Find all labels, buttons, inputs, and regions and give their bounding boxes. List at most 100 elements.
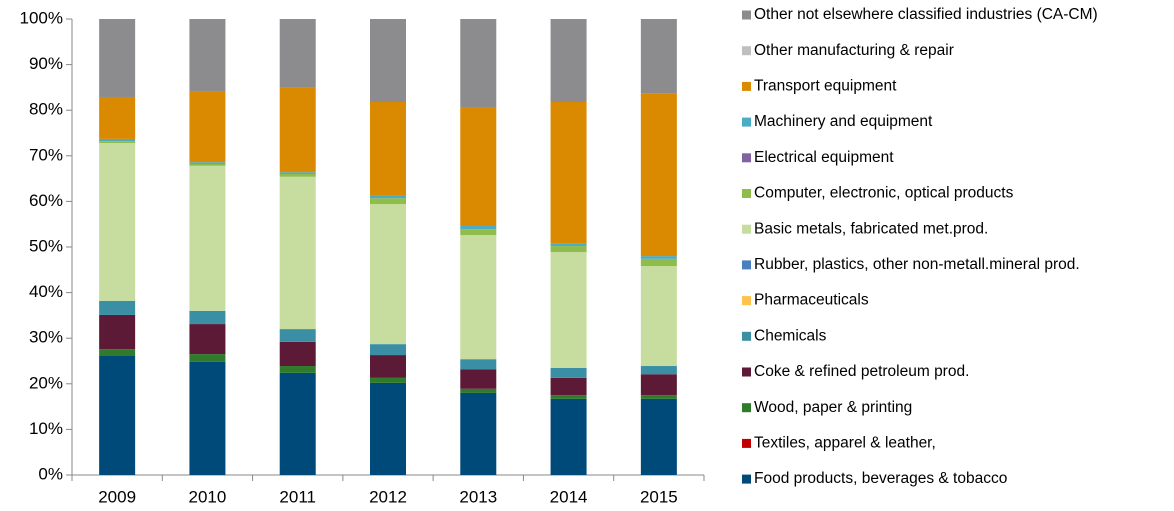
- x-tick-label: 2013: [459, 487, 497, 506]
- bar-segment: [460, 369, 497, 389]
- y-tick-label: 10%: [29, 419, 63, 438]
- bar-segment: [279, 366, 316, 373]
- legend-swatch: [742, 153, 751, 163]
- bar-segment: [370, 355, 406, 378]
- legend-label: Transport equipment: [754, 77, 897, 94]
- bar-segment: [370, 198, 406, 205]
- legend-swatch: [742, 296, 751, 306]
- x-tick-label: 2012: [369, 487, 407, 506]
- legend-label: Rubber, plastics, other non-metall.miner…: [754, 256, 1080, 273]
- bar-segment: [370, 377, 406, 383]
- bar-segment: [460, 107, 497, 227]
- legend-label: Coke & refined petroleum prod.: [754, 363, 969, 380]
- bar-segment: [460, 229, 497, 236]
- bar-segment: [99, 355, 136, 475]
- y-tick-label: 90%: [29, 54, 63, 73]
- y-tick-label: 80%: [29, 100, 63, 119]
- x-tick-label: 2011: [279, 487, 316, 506]
- y-tick-label: 70%: [29, 145, 63, 164]
- x-tick-label: 2015: [640, 487, 678, 506]
- legend-label: Machinery and equipment: [754, 113, 933, 130]
- legend-swatch: [742, 189, 751, 198]
- bar-segment: [99, 19, 136, 97]
- bar-segment: [189, 162, 226, 165]
- y-tick-label: 20%: [29, 373, 63, 392]
- legend-label: Food products, beverages & tobacco: [754, 470, 1007, 487]
- x-tick-label: 2014: [550, 487, 588, 506]
- bar-segment: [189, 354, 226, 362]
- legend-swatch: [742, 10, 751, 20]
- bar-segment: [99, 300, 136, 315]
- bar-segment: [640, 93, 677, 257]
- bar-segment: [640, 266, 677, 367]
- bar-segment: [279, 329, 316, 342]
- legend-swatch: [742, 81, 751, 91]
- bar-segment: [189, 91, 226, 163]
- bar-segment: [189, 19, 226, 92]
- bar-segment: [640, 366, 677, 375]
- y-tick-label: 40%: [29, 282, 63, 301]
- legend-label: Chemicals: [754, 327, 827, 344]
- bar-segment: [460, 359, 497, 370]
- bar-segment: [550, 398, 587, 475]
- bar-segment: [99, 349, 136, 356]
- legend-label: Textiles, apparel & leather,: [754, 434, 936, 451]
- legend-label: Pharmaceuticals: [754, 292, 869, 309]
- bar-segment: [550, 19, 587, 102]
- bar-segment: [370, 344, 406, 356]
- bar-segment: [640, 395, 677, 399]
- bar-segment: [370, 19, 406, 102]
- bar-segment: [99, 138, 136, 142]
- bar-segment: [460, 19, 497, 108]
- legend-label: Electrical equipment: [754, 149, 894, 166]
- legend-swatch: [742, 260, 751, 270]
- bar-segment: [99, 314, 136, 350]
- bar-segment: [370, 195, 406, 199]
- bar-segment: [550, 101, 587, 244]
- bar-segment: [370, 382, 406, 475]
- bar-segment: [189, 310, 226, 325]
- bar-segment: [189, 165, 226, 311]
- bar-segment: [370, 101, 406, 196]
- bar-segment: [460, 392, 497, 475]
- legend-swatch: [742, 331, 751, 341]
- bar-segment: [550, 367, 587, 378]
- legend-label: Wood, paper & printing: [754, 399, 912, 416]
- x-tick-label: 2010: [189, 487, 227, 506]
- bar-segment: [99, 143, 136, 301]
- bar-segment: [460, 235, 497, 360]
- bar-segment: [550, 246, 587, 253]
- bar-segment: [640, 374, 677, 396]
- bar-segment: [189, 324, 226, 355]
- bar-segment: [279, 174, 316, 177]
- legend-swatch: [742, 474, 751, 484]
- bar-segment: [460, 226, 497, 230]
- bar-segment: [640, 19, 677, 94]
- bar-segment: [189, 164, 226, 166]
- legend-swatch: [742, 117, 751, 127]
- bar-segment: [640, 256, 677, 259]
- bar-segment: [99, 141, 136, 144]
- legend-label: Other manufacturing & repair: [754, 42, 954, 59]
- legend-label: Basic metals, fabricated met.prod.: [754, 220, 988, 237]
- y-tick-label: 0%: [38, 464, 63, 483]
- bar-segment: [460, 388, 497, 393]
- bar-segment: [550, 395, 587, 399]
- bar-segment: [279, 176, 316, 330]
- bar-segment: [279, 172, 316, 175]
- legend-swatch: [742, 367, 751, 377]
- bar-segment: [370, 204, 406, 345]
- y-tick-label: 30%: [29, 328, 63, 347]
- bar-segment: [279, 372, 316, 475]
- legend-swatch: [742, 46, 751, 56]
- legend-swatch: [742, 403, 751, 413]
- bar-segment: [279, 19, 316, 88]
- y-tick-label: 50%: [29, 236, 63, 255]
- bar-segment: [550, 252, 587, 368]
- bar-segment: [189, 361, 226, 475]
- legend-swatch: [742, 438, 751, 448]
- bar-segment: [279, 87, 316, 173]
- y-tick-label: 100%: [20, 8, 63, 27]
- bar-segment: [550, 377, 587, 396]
- bar-segment: [279, 341, 316, 367]
